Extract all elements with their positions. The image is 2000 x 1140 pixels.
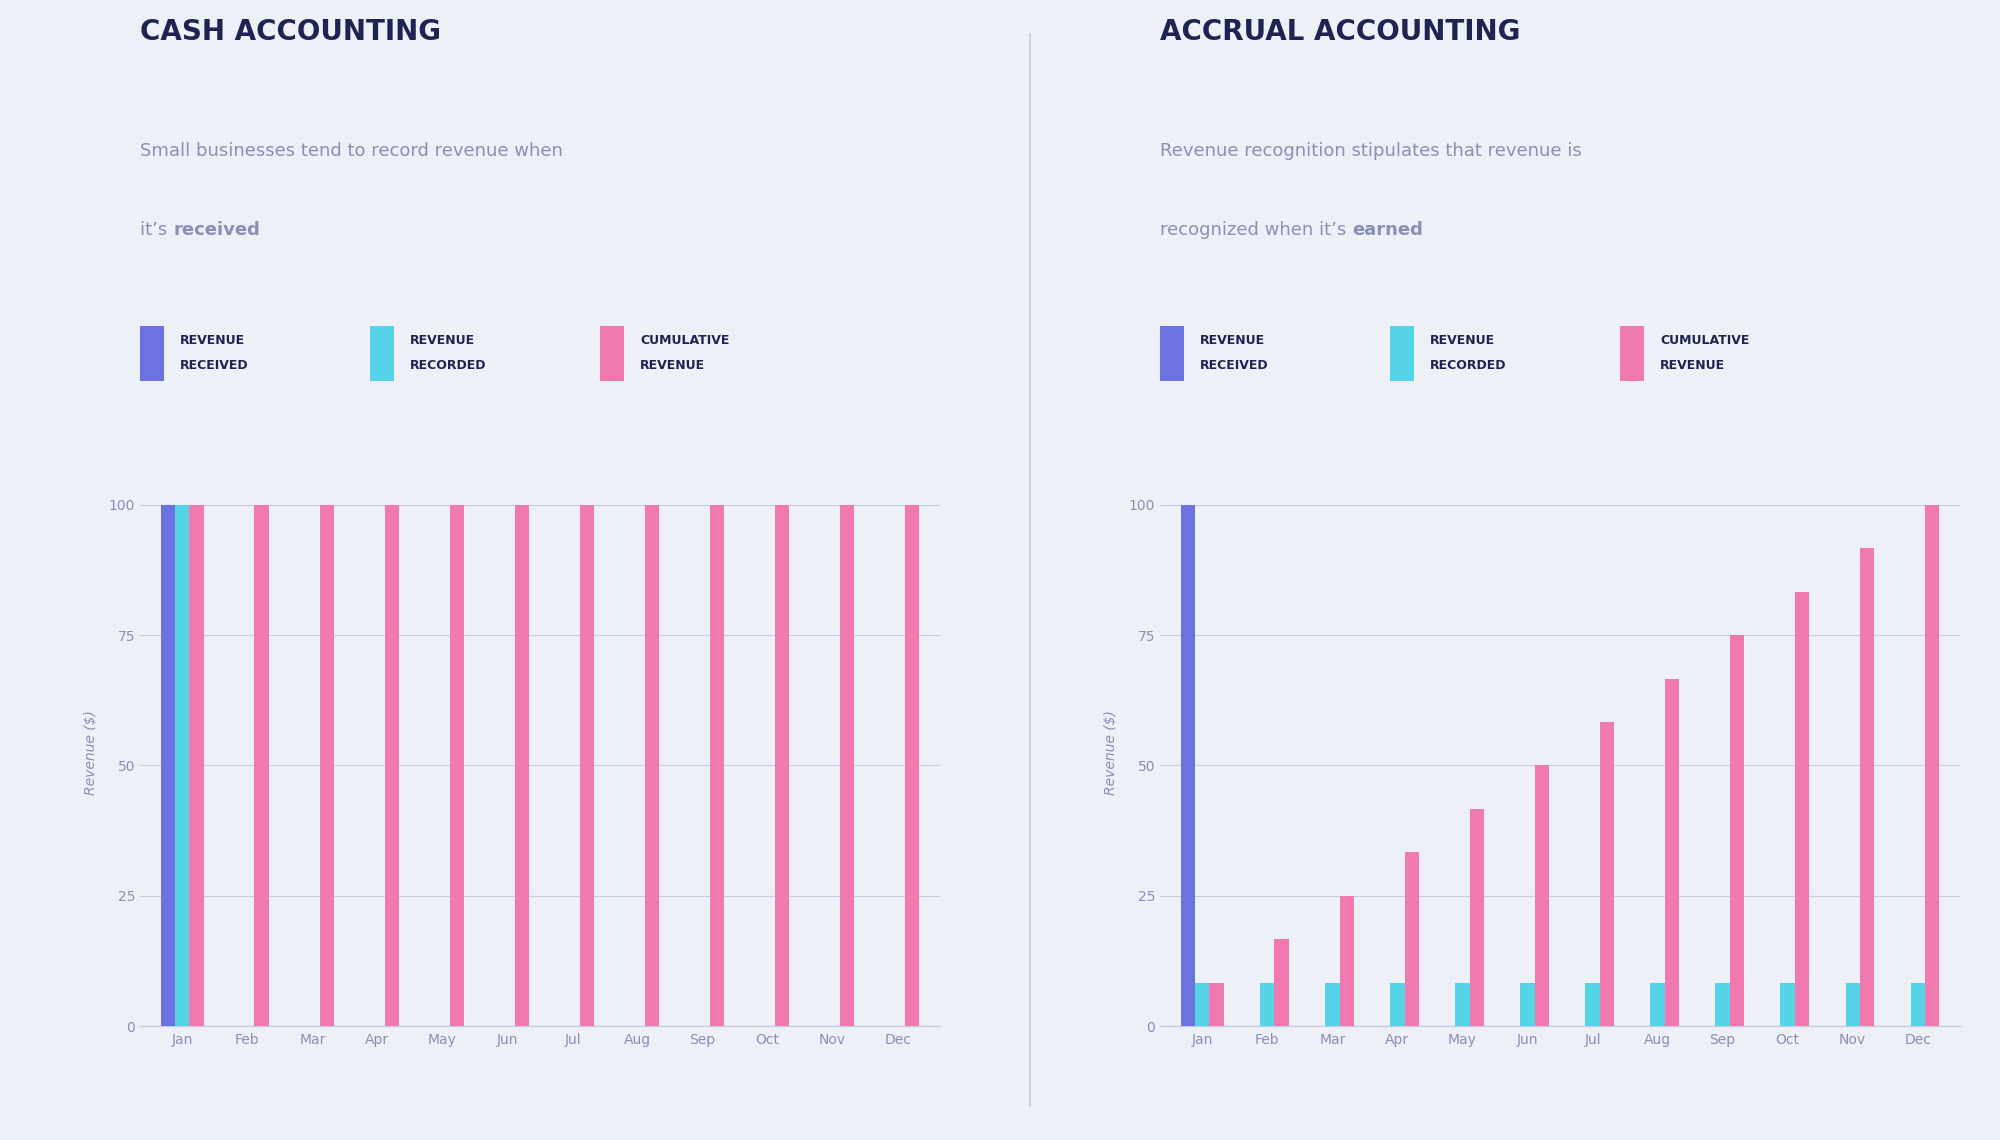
Y-axis label: Revenue ($): Revenue ($) [1104, 710, 1118, 795]
Text: CUMULATIVE: CUMULATIVE [1660, 334, 1750, 348]
Bar [160, 505, 176, 1026]
Bar [190, 505, 204, 1026]
Bar [320, 505, 334, 1026]
Bar [580, 505, 594, 1026]
Bar [1716, 983, 1730, 1026]
Text: REVENUE: REVENUE [180, 334, 246, 348]
Bar [1470, 809, 1484, 1026]
Bar [1910, 983, 1924, 1026]
Bar [176, 505, 190, 1026]
Bar [1860, 548, 1874, 1026]
Bar [710, 505, 724, 1026]
Bar [1586, 983, 1600, 1026]
Bar [1730, 635, 1744, 1026]
Text: recognized when it’s: recognized when it’s [1160, 221, 1352, 239]
Text: ACCRUAL ACCOUNTING: ACCRUAL ACCOUNTING [1160, 17, 1520, 46]
Text: received: received [174, 221, 260, 239]
Bar [1534, 765, 1548, 1026]
Bar [1196, 983, 1210, 1026]
Y-axis label: Revenue ($): Revenue ($) [84, 710, 98, 795]
Bar [1340, 896, 1354, 1026]
Text: earned: earned [1352, 221, 1422, 239]
Bar [1664, 678, 1680, 1026]
Bar [644, 505, 660, 1026]
Bar [1600, 722, 1614, 1026]
Text: it’s: it’s [140, 221, 174, 239]
Bar [1260, 983, 1274, 1026]
Bar [450, 505, 464, 1026]
Text: CUMULATIVE: CUMULATIVE [640, 334, 730, 348]
Bar [774, 505, 790, 1026]
Bar [1780, 983, 1794, 1026]
Bar [1520, 983, 1534, 1026]
Bar [1404, 853, 1418, 1026]
Bar [1274, 939, 1288, 1026]
Text: RECORDED: RECORDED [1430, 359, 1506, 373]
Text: REVENUE: REVENUE [1200, 334, 1266, 348]
Bar [1390, 983, 1404, 1026]
Text: Revenue recognition stipulates that revenue is: Revenue recognition stipulates that reve… [1160, 141, 1582, 160]
Text: REVENUE: REVENUE [640, 359, 706, 373]
Text: REVENUE: REVENUE [1660, 359, 1726, 373]
Text: REVENUE: REVENUE [410, 334, 476, 348]
Bar [1846, 983, 1860, 1026]
Bar [1650, 983, 1664, 1026]
Bar [1326, 983, 1340, 1026]
Bar [254, 505, 268, 1026]
Bar [904, 505, 920, 1026]
Bar [384, 505, 398, 1026]
Bar [1456, 983, 1470, 1026]
Text: REVENUE: REVENUE [1430, 334, 1496, 348]
Text: RECEIVED: RECEIVED [180, 359, 248, 373]
Bar [1794, 592, 1810, 1026]
Text: CASH ACCOUNTING: CASH ACCOUNTING [140, 17, 440, 46]
Text: RECEIVED: RECEIVED [1200, 359, 1268, 373]
Text: Small businesses tend to record revenue when: Small businesses tend to record revenue … [140, 141, 562, 160]
Text: RECORDED: RECORDED [410, 359, 486, 373]
Bar [1924, 505, 1940, 1026]
Bar [840, 505, 854, 1026]
Bar [1210, 983, 1224, 1026]
Bar [514, 505, 528, 1026]
Bar [1180, 505, 1196, 1026]
